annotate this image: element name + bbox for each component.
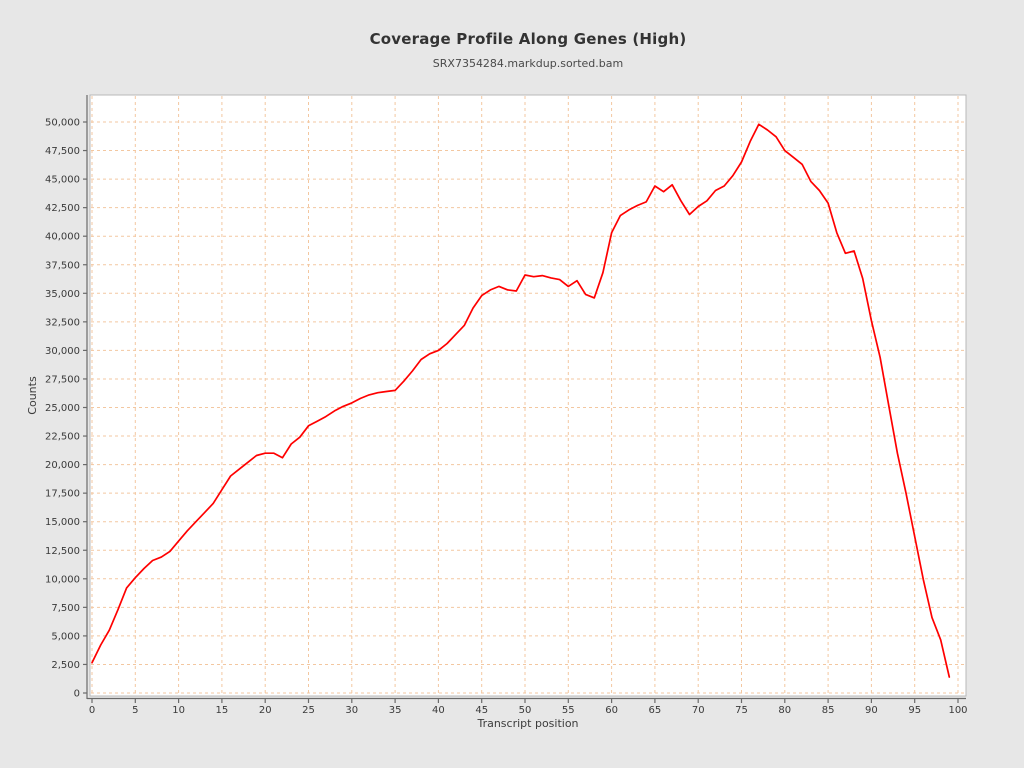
plot-area xyxy=(90,95,966,696)
y-tick-label: 47,500 xyxy=(45,146,80,157)
x-tick-label: 95 xyxy=(908,705,921,716)
x-tick-label: 55 xyxy=(562,705,575,716)
y-tick-label: 7,500 xyxy=(51,603,80,614)
x-tick-label: 0 xyxy=(89,705,95,716)
y-tick-label: 50,000 xyxy=(45,118,80,129)
x-tick-label: 50 xyxy=(519,705,532,716)
plot-border xyxy=(89,94,967,697)
x-tick-label: 45 xyxy=(475,705,488,716)
y-tick-label: 25,000 xyxy=(45,403,80,414)
x-tick-labels: 0 5 10 15 20 25 30 35 40 45 50 55 60 65 70 75 80 85 90 95 10… xyxy=(89,705,968,716)
y-tick-label: 22,500 xyxy=(45,432,80,443)
y-tick-label: 5,000 xyxy=(51,631,80,642)
y-tick-label: 27,500 xyxy=(45,374,80,385)
x-tick-label: 80 xyxy=(778,705,791,716)
y-tick-label: 10,000 xyxy=(45,574,80,585)
y-tick-label: 32,500 xyxy=(45,317,80,328)
x-tick-label: 10 xyxy=(172,705,185,716)
y-tick-label: 0 xyxy=(74,689,80,700)
y-tick-label: 2,500 xyxy=(51,660,80,671)
x-tick-label: 70 xyxy=(692,705,705,716)
x-tick-label: 60 xyxy=(605,705,618,716)
x-tick-label: 5 xyxy=(132,705,138,716)
y-tick-labels: 0 2,500 5,000 7,500 10,000 12,500 15,000 17,500… xyxy=(45,118,80,700)
x-tick-label: 35 xyxy=(389,705,402,716)
x-tick-label: 30 xyxy=(345,705,358,716)
y-tick-label: 35,000 xyxy=(45,289,80,300)
chart-subtitle: SRX7354284.markdup.sorted.bam xyxy=(432,57,624,70)
x-tick-label: 40 xyxy=(432,705,445,716)
y-tick-label: 45,000 xyxy=(45,175,80,186)
coverage-line xyxy=(91,123,951,678)
y-tick-label: 30,000 xyxy=(45,346,80,357)
y-tick-label: 15,000 xyxy=(45,517,80,528)
chart-title: Coverage Profile Along Genes (High) xyxy=(369,30,687,48)
x-tick-label: 90 xyxy=(865,705,878,716)
x-tick-label: 25 xyxy=(302,705,315,716)
x-tick-label: 65 xyxy=(649,705,662,716)
y-axis-title: Counts xyxy=(26,376,39,415)
x-tick-label: 100 xyxy=(948,705,967,716)
axes xyxy=(83,95,966,703)
x-tick-label: 85 xyxy=(822,705,835,716)
x-tick-label: 20 xyxy=(259,705,272,716)
y-tick-label: 40,000 xyxy=(45,232,80,243)
y-tick-label: 20,000 xyxy=(45,460,80,471)
y-tick-label: 37,500 xyxy=(45,260,80,271)
y-gridlines xyxy=(91,121,965,694)
y-tick-label: 17,500 xyxy=(45,489,80,500)
x-gridlines xyxy=(91,96,959,695)
y-tick-label: 12,500 xyxy=(45,546,80,557)
x-tick-label: 15 xyxy=(216,705,229,716)
x-tick-label: 75 xyxy=(735,705,748,716)
y-tick-label: 42,500 xyxy=(45,203,80,214)
x-axis-title: Transcript position xyxy=(476,717,578,730)
